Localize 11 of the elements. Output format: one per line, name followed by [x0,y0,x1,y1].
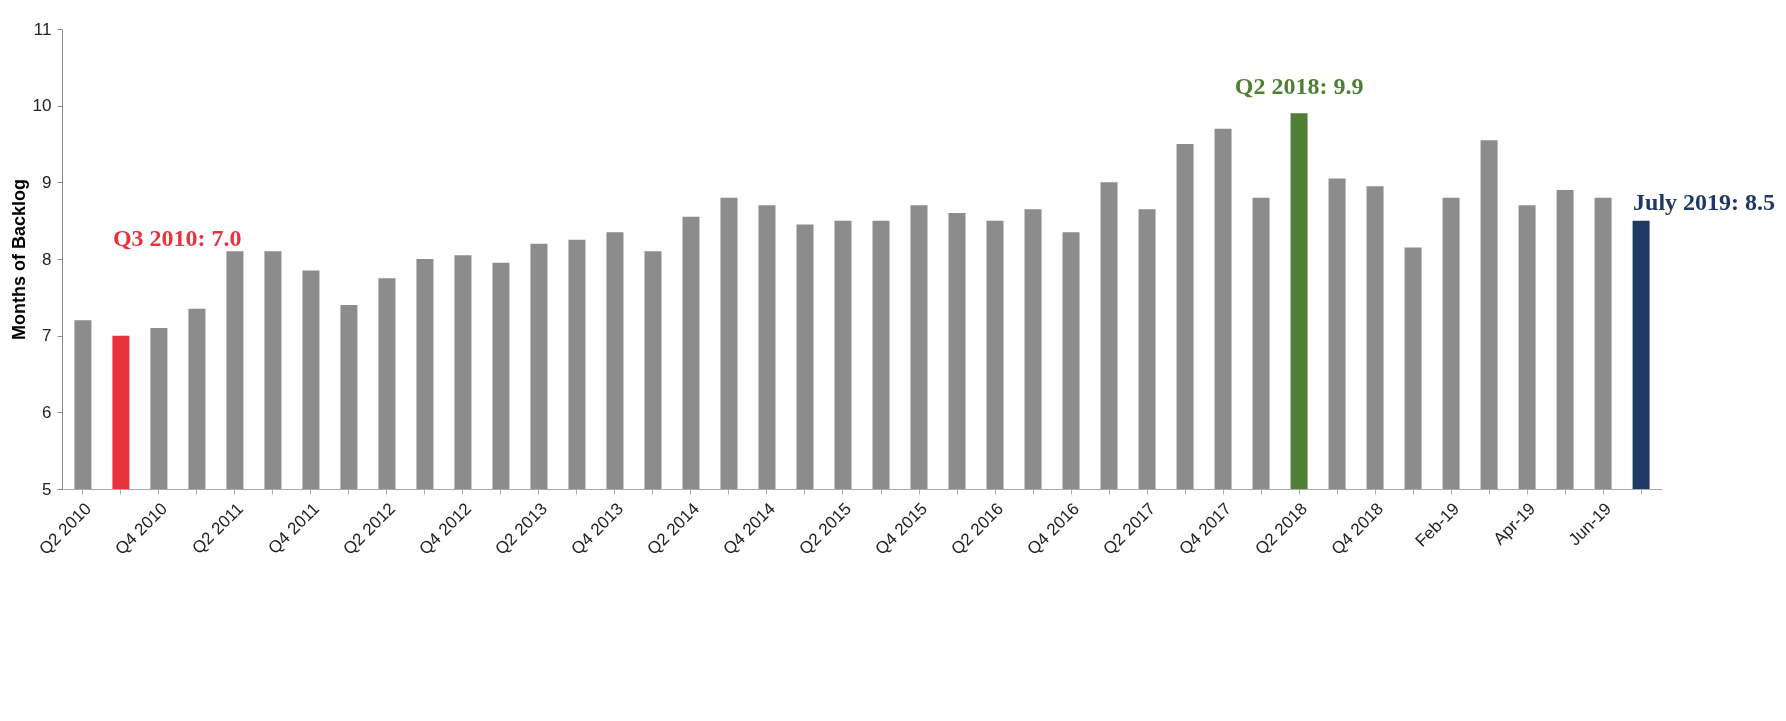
y-tick-label: 5 [42,479,52,499]
y-tick-label: 6 [42,402,52,422]
annotation: July 2019: 8.5 [1633,188,1776,215]
y-axis-title: Months of Backlog [8,179,29,340]
y-tick-label: 10 [32,96,52,116]
y-tick-label: 9 [42,172,52,192]
annotation: Q2 2018: 9.9 [1234,73,1364,100]
y-tick-label: 7 [42,326,52,346]
y-tick-label: 11 [33,19,52,39]
annotation: Q3 2010: 7.0 [112,224,242,251]
y-tick-label: 8 [42,249,52,269]
